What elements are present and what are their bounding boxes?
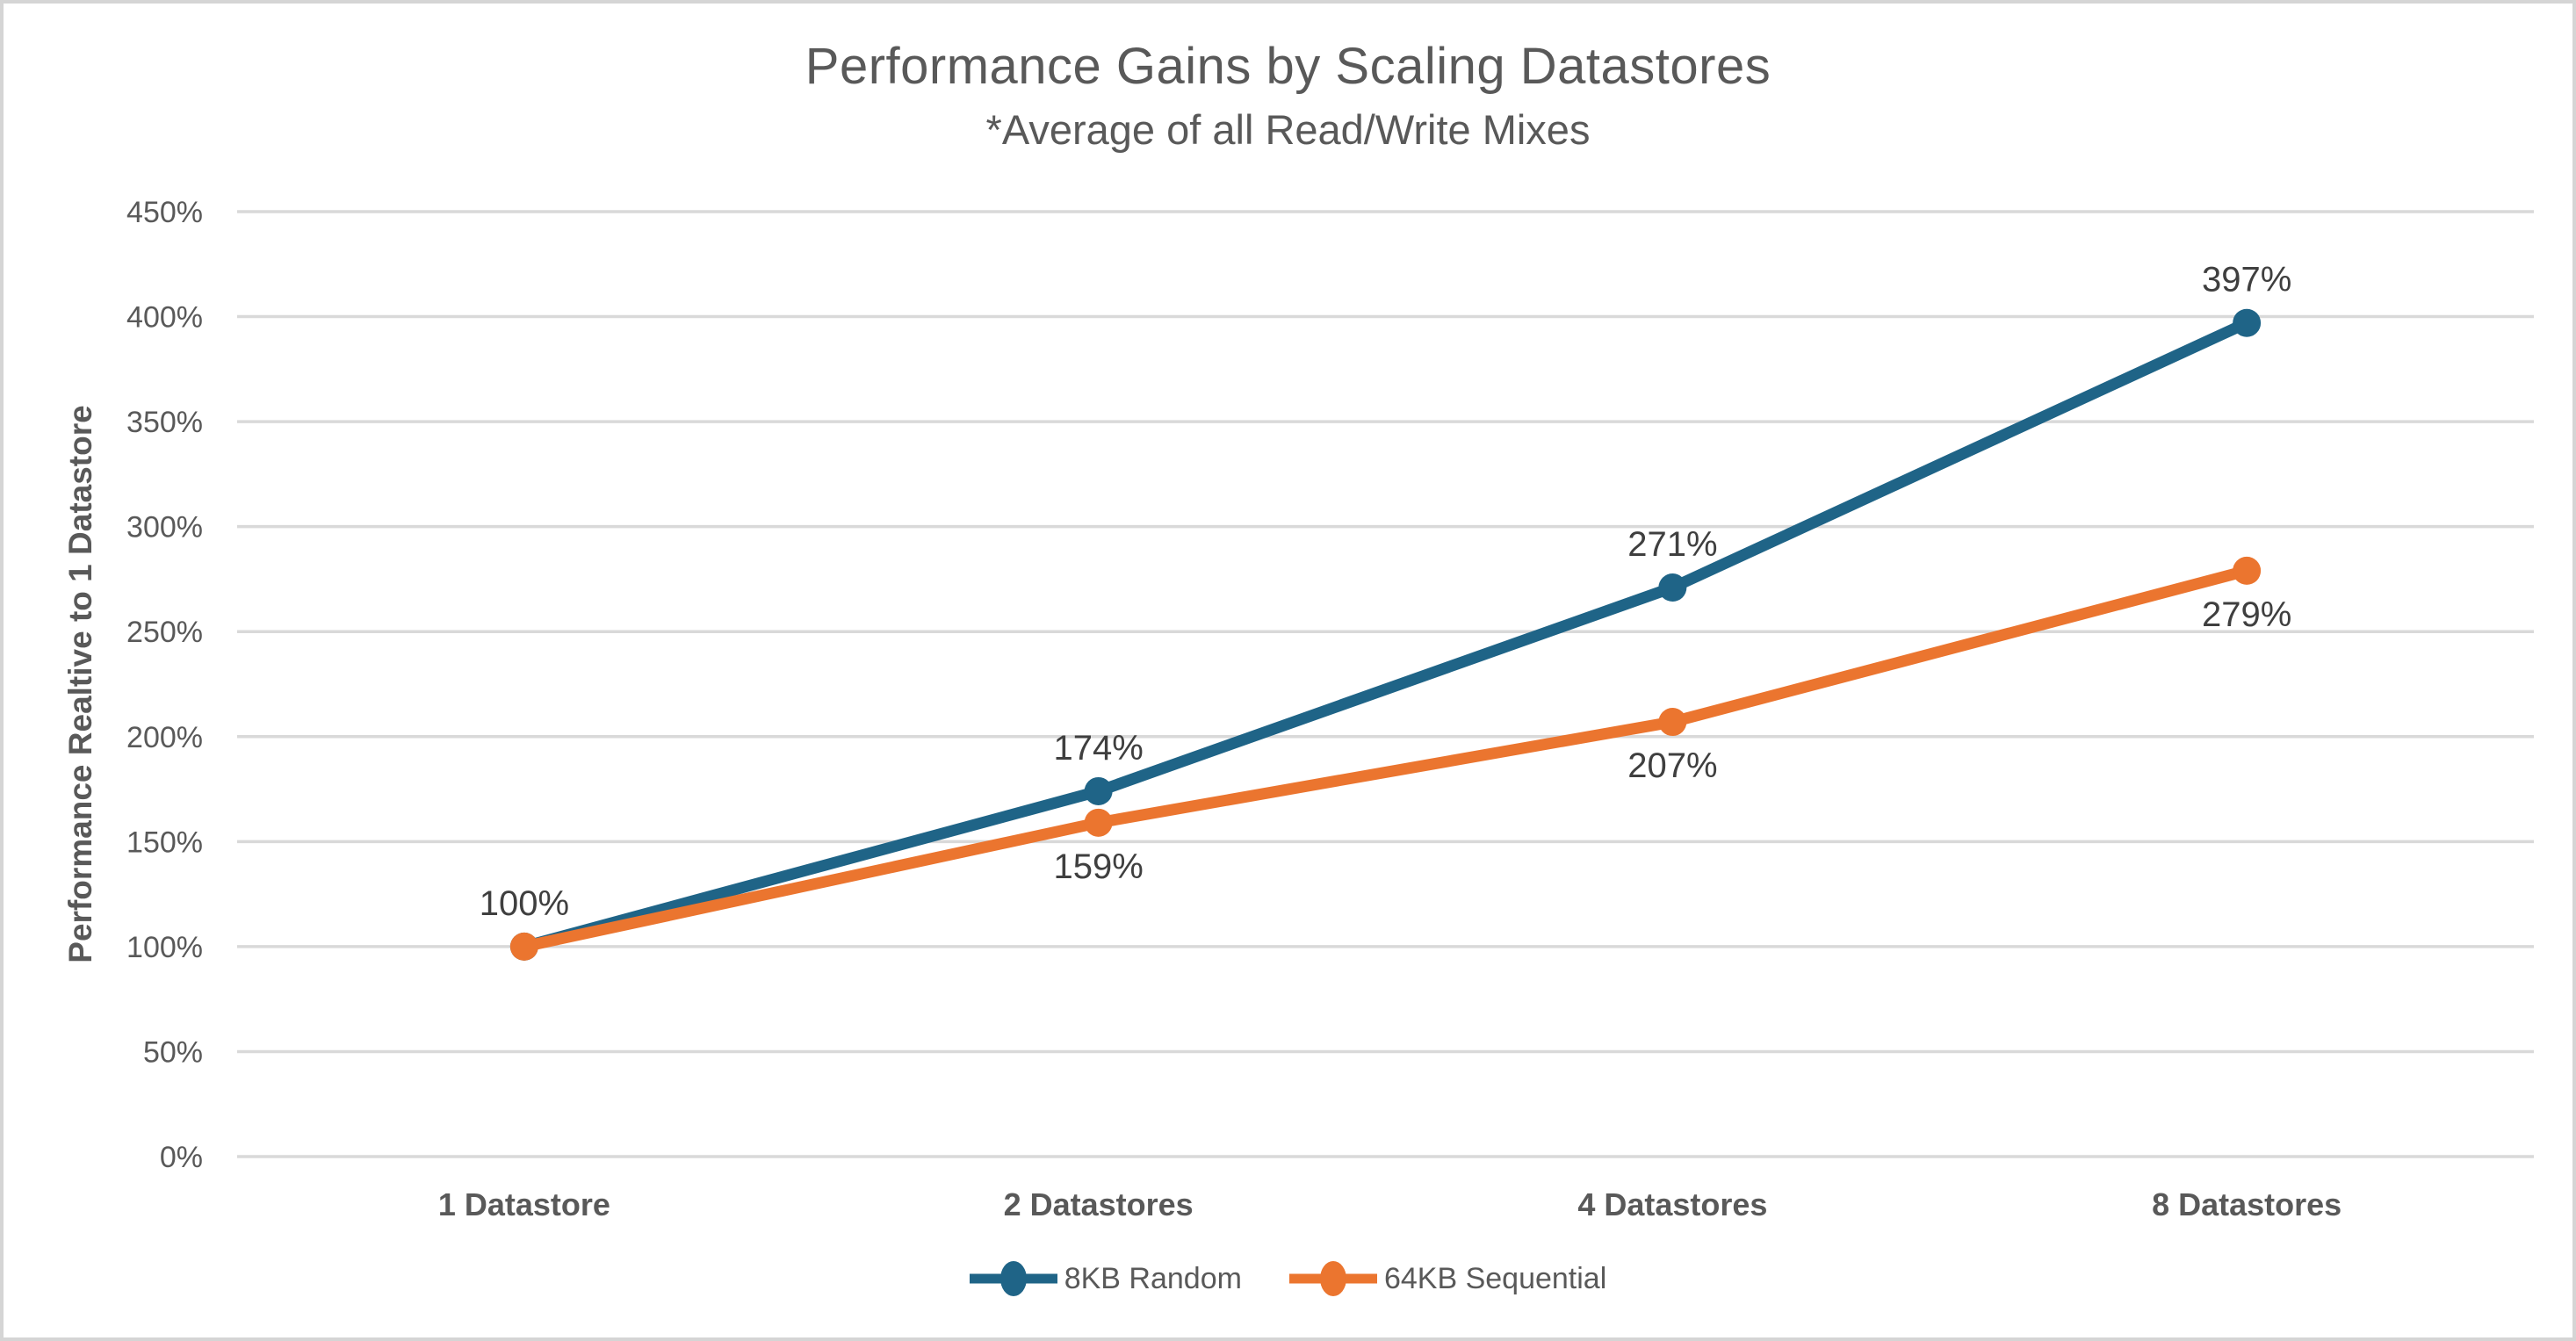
data-point-8kb-random xyxy=(1084,776,1113,805)
data-point-64kb-sequential xyxy=(509,932,538,961)
legend-marker-64kb-sequential xyxy=(1288,1261,1377,1296)
chart-title: Performance Gains by Scaling Datastores xyxy=(805,38,1771,95)
data-label-8kb-random: 174% xyxy=(1053,729,1143,768)
data-label-8kb-random: 100% xyxy=(480,884,569,923)
y-tick-label: 300% xyxy=(126,511,203,544)
y-tick-label: 100% xyxy=(126,931,203,964)
data-point-8kb-random xyxy=(2233,308,2262,337)
x-axis-label: 1 Datastore xyxy=(438,1186,610,1222)
chart-legend: 8KB Random 64KB Sequential xyxy=(4,1259,2572,1298)
data-label-64kb-sequential: 279% xyxy=(2202,595,2291,634)
legend-item-64kb-sequential: 64KB Sequential xyxy=(1288,1259,1607,1298)
legend-marker-8kb-random xyxy=(969,1261,1057,1296)
y-tick-label: 0% xyxy=(160,1141,203,1174)
data-label-64kb-sequential: 207% xyxy=(1627,746,1717,785)
y-tick-label: 450% xyxy=(126,196,203,229)
x-axis-label: 4 Datastores xyxy=(1577,1186,1767,1222)
series-line-64kb-sequential xyxy=(518,565,2253,953)
y-tick-label: 400% xyxy=(126,301,203,335)
x-axis-label: 2 Datastores xyxy=(1004,1186,1194,1222)
data-label-64kb-sequential: 159% xyxy=(1053,847,1143,886)
y-tick-label: 350% xyxy=(126,406,203,439)
data-label-8kb-random: 271% xyxy=(1627,525,1717,564)
y-tick-label: 50% xyxy=(143,1035,203,1069)
legend-dot xyxy=(999,1261,1027,1296)
data-point-8kb-random xyxy=(1658,573,1687,602)
y-tick-label: 250% xyxy=(126,616,203,649)
chart-subtitle: *Average of all Read/Write Mixes xyxy=(985,106,1591,153)
y-tick-label: 200% xyxy=(126,721,203,754)
data-point-64kb-sequential xyxy=(2233,556,2262,585)
line-chart-plot-area: 0% 50% 100% 150% 200% 250% 300% 350% 400% 450% 1 D… xyxy=(126,196,2534,1222)
legend-item-8kb-random: 8KB Random xyxy=(969,1259,1242,1298)
data-point-64kb-sequential xyxy=(1658,708,1687,737)
data-point-64kb-sequential xyxy=(1084,808,1113,837)
legend-label: 8KB Random xyxy=(1064,1262,1242,1295)
y-tick-label: 150% xyxy=(126,826,203,859)
series-line-8kb-random xyxy=(518,317,2253,953)
data-label-8kb-random: 397% xyxy=(2202,261,2291,299)
legend-label: 64KB Sequential xyxy=(1383,1262,1607,1295)
legend-dot xyxy=(1319,1261,1346,1296)
x-axis-label: 8 Datastores xyxy=(2152,1186,2341,1222)
